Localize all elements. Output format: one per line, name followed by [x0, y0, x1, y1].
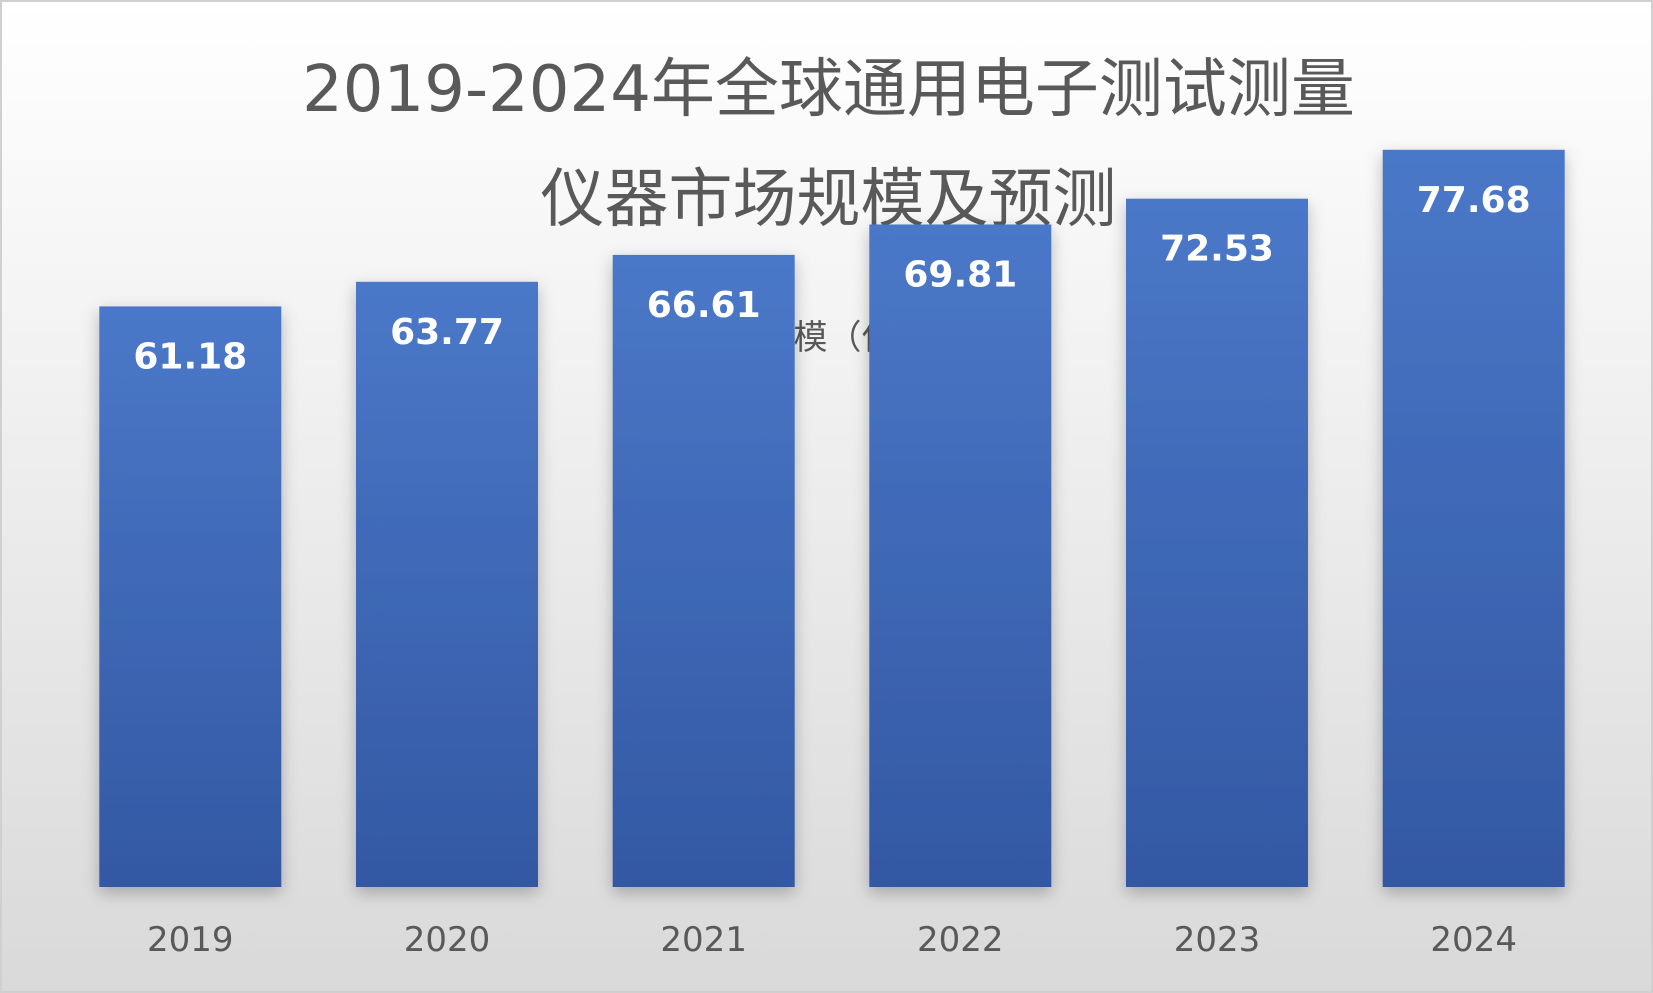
bar-2020 — [356, 281, 538, 887]
bars-layer — [99, 149, 1565, 888]
chart-title-line-1: 2019-2024年全球通用电子测试测量 — [302, 53, 1355, 127]
data-label-2019: 61.18 — [133, 336, 247, 377]
bar-2021 — [612, 254, 795, 887]
bar-2019 — [99, 306, 282, 887]
bar-2024 — [1382, 149, 1565, 888]
x-tick-2021: 2021 — [660, 920, 747, 960]
x-tick-2023: 2023 — [1174, 920, 1261, 960]
chart-title-line-2: 仪器市场规模及预测 — [540, 163, 1117, 237]
data-labels-layer: 61.18 63.77 66.61 69.81 72.53 77.68 — [133, 180, 1530, 378]
bar-2022 — [869, 224, 1052, 887]
data-label-2020: 63.77 — [390, 312, 504, 353]
x-tick-2019: 2019 — [147, 920, 234, 960]
data-label-2022: 69.81 — [903, 255, 1017, 296]
bar-2023 — [1126, 198, 1308, 887]
x-tick-2020: 2020 — [404, 920, 491, 960]
data-label-2024: 77.68 — [1417, 180, 1531, 221]
data-label-2023: 72.53 — [1160, 229, 1274, 270]
x-tick-2022: 2022 — [917, 920, 1004, 960]
data-label-2021: 66.61 — [647, 285, 761, 326]
x-axis-ticks: 2019 2020 2021 2022 2023 2024 — [147, 920, 1517, 960]
x-tick-2024: 2024 — [1430, 920, 1517, 960]
